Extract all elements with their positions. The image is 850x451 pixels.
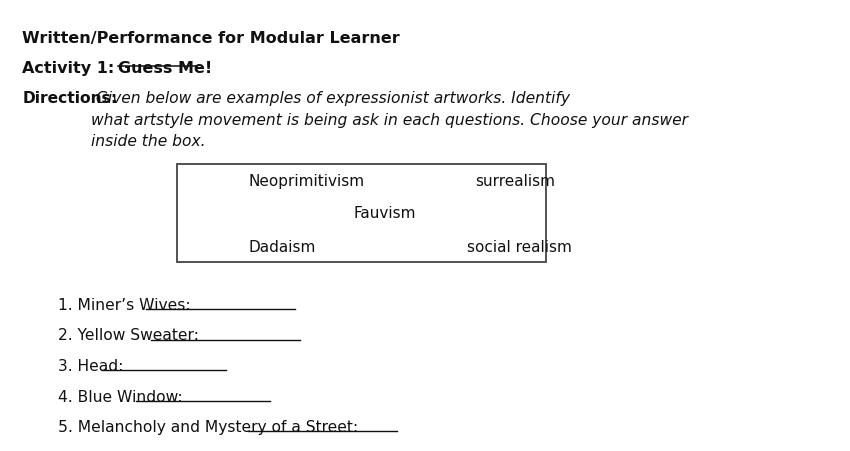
Text: Activity 1:: Activity 1: xyxy=(22,60,132,75)
Text: Dadaism: Dadaism xyxy=(249,239,316,254)
Text: 1. Miner’s Wives:: 1. Miner’s Wives: xyxy=(59,297,196,312)
Text: Written/Performance for Modular Learner: Written/Performance for Modular Learner xyxy=(22,31,400,46)
FancyBboxPatch shape xyxy=(178,165,547,262)
Text: Fauvism: Fauvism xyxy=(354,206,416,221)
Text: 4. Blue Window:: 4. Blue Window: xyxy=(59,389,188,404)
Text: 2. Yellow Sweater:: 2. Yellow Sweater: xyxy=(59,328,204,343)
Text: Directions:: Directions: xyxy=(22,91,117,106)
Text: surrealism: surrealism xyxy=(475,173,555,188)
Text: 3. Head:: 3. Head: xyxy=(59,358,128,373)
Text: Given below are examples of expressionist artworks. Identify
what artstyle movem: Given below are examples of expressionis… xyxy=(91,91,689,149)
Text: social realism: social realism xyxy=(467,239,571,254)
Text: Neoprimitivism: Neoprimitivism xyxy=(249,173,365,188)
Text: 5. Melancholy and Mystery of a Street:: 5. Melancholy and Mystery of a Street: xyxy=(59,419,364,434)
Text: Guess Me!: Guess Me! xyxy=(118,60,212,75)
